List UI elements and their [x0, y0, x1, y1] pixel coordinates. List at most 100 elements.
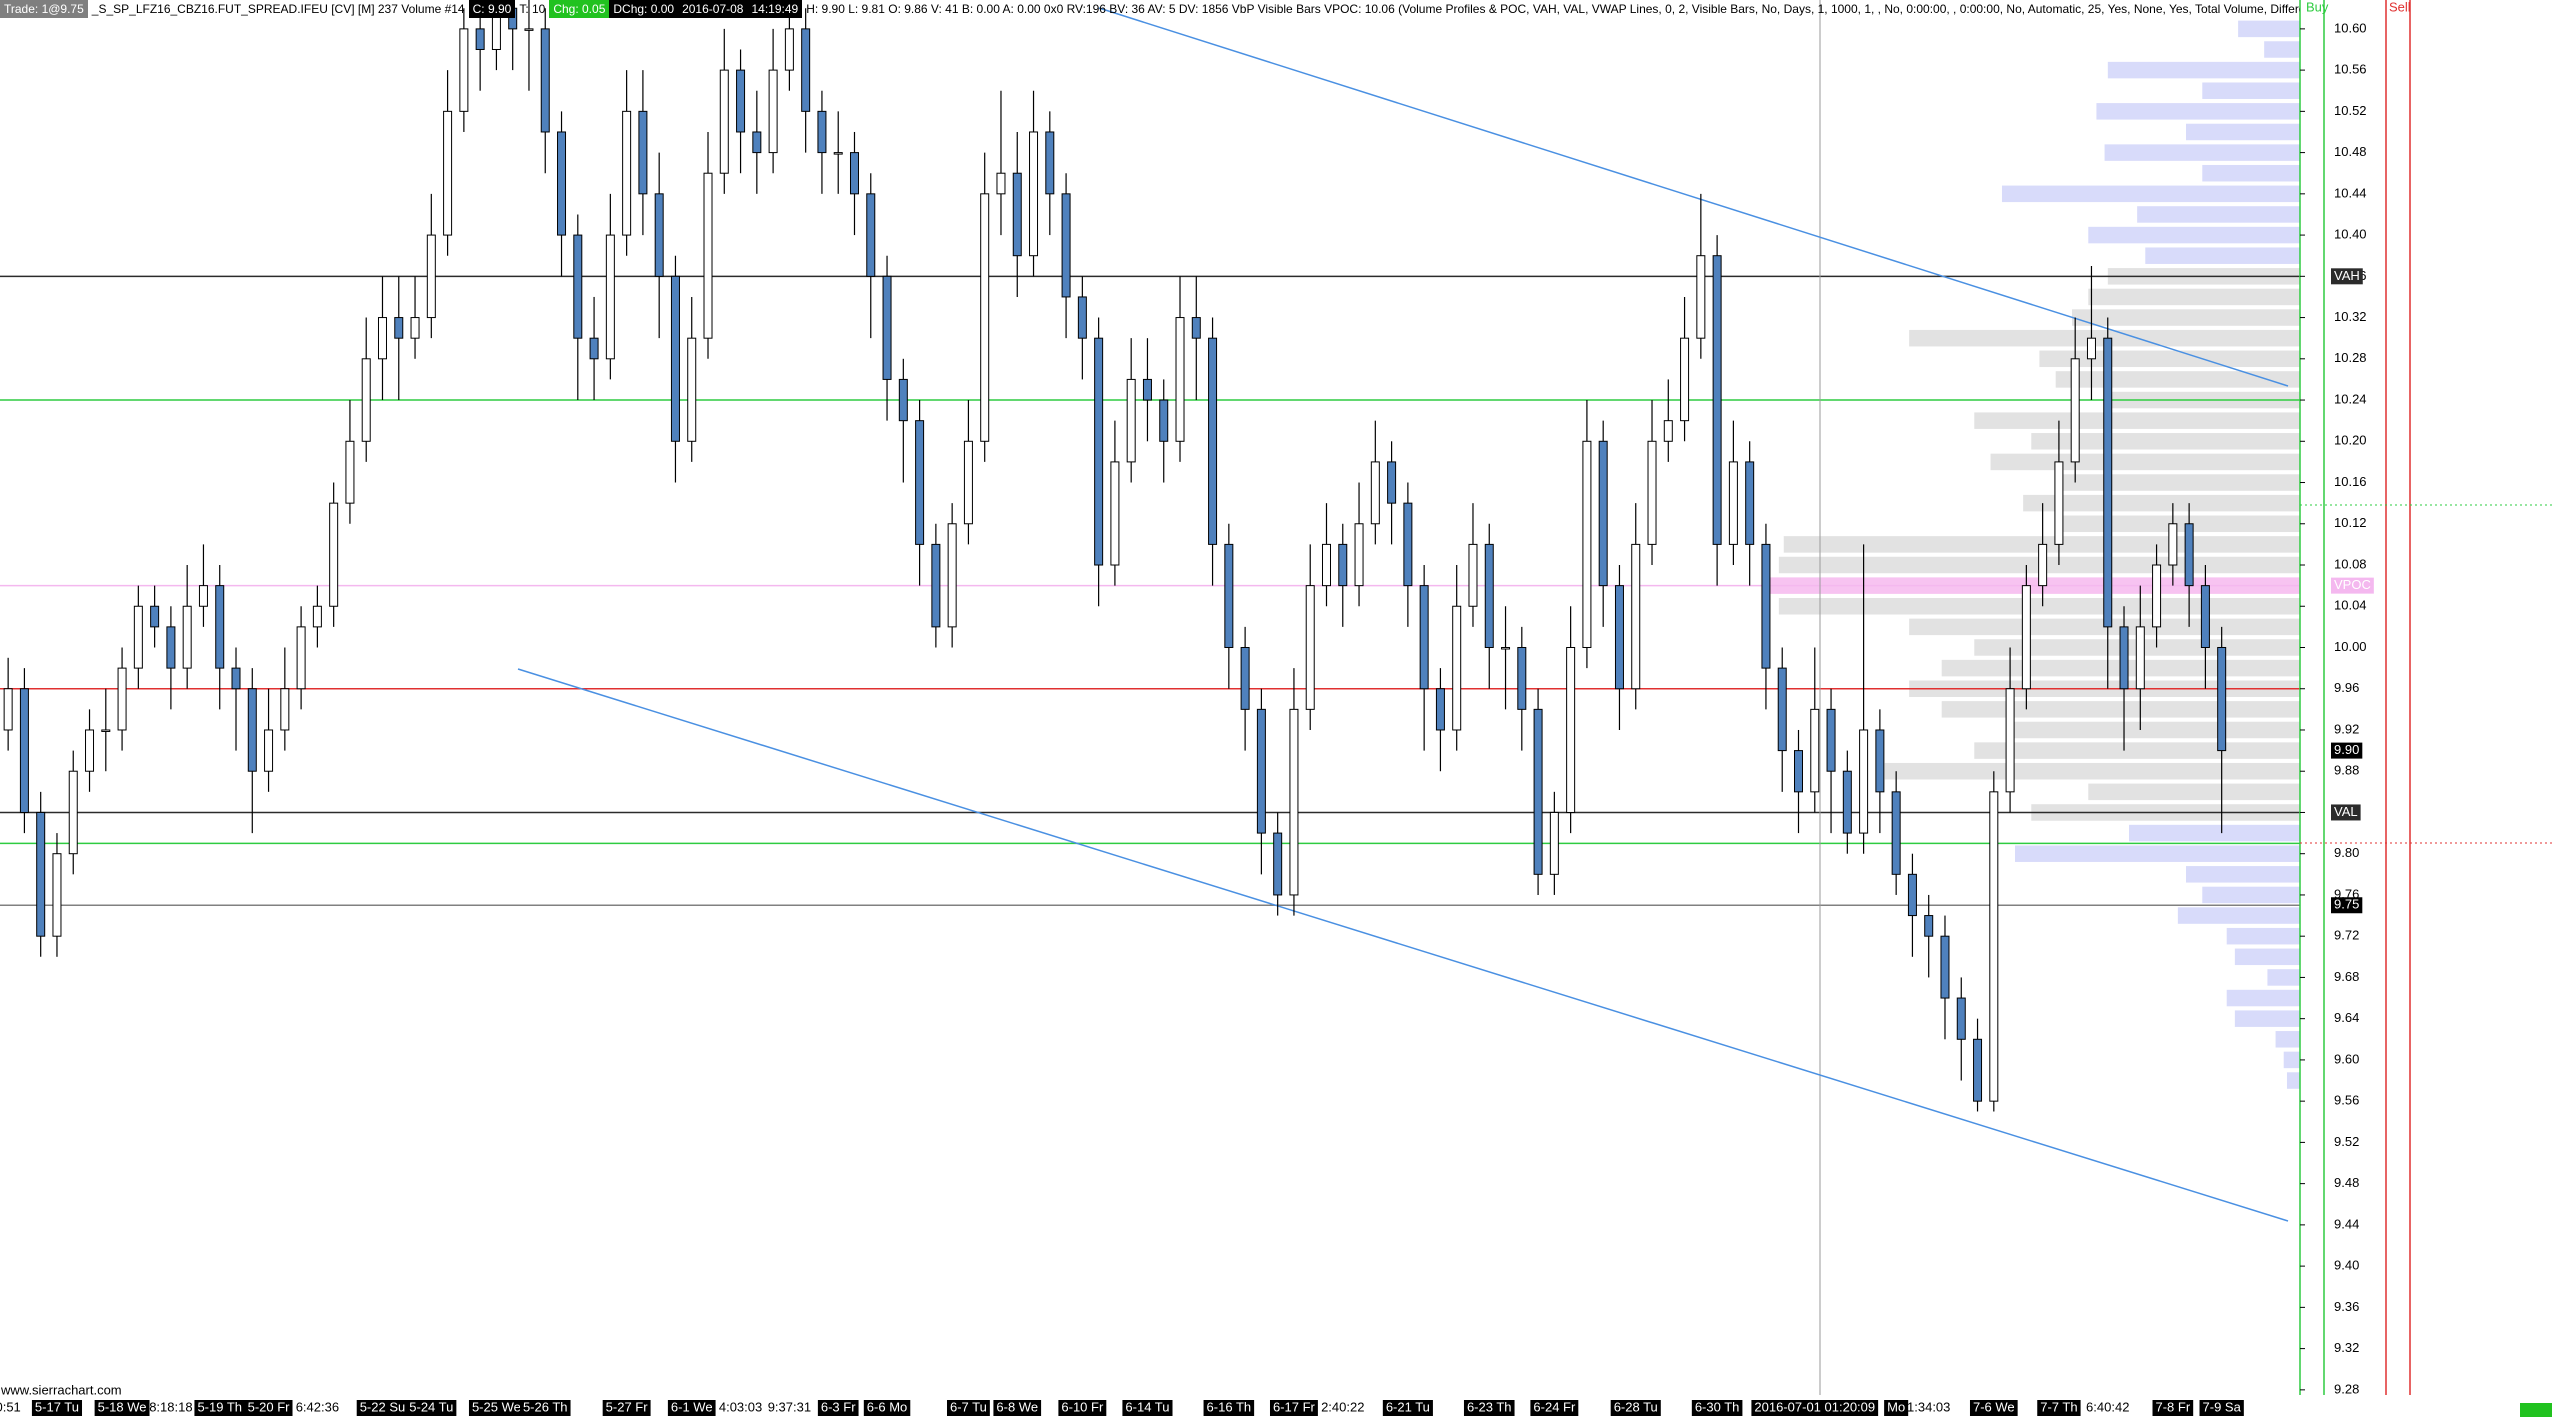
- candle-body: [1891, 791, 1901, 875]
- x-tick-label: 6-14 Tu: [1125, 1399, 1169, 1414]
- profile-bar: [2283, 1051, 2300, 1069]
- profile-bar: [1884, 762, 2300, 780]
- x-tick-label: 5-18 We: [98, 1399, 147, 1414]
- profile-bar: [2096, 103, 2300, 120]
- candle-body: [866, 193, 876, 277]
- profile-bar: [2088, 226, 2300, 244]
- candle-body: [524, 28, 534, 31]
- candle-body: [849, 152, 859, 195]
- candle-body: [1940, 935, 1950, 999]
- x-tick-label-box: [519, 1400, 571, 1416]
- sell-label[interactable]: Sell: [2389, 0, 2411, 14]
- header-item: Chg: 0.05: [549, 0, 610, 18]
- x-tick-label: 5-20 Fr: [248, 1399, 291, 1414]
- price-marker-box: [2331, 897, 2363, 914]
- y-tick-label: 10.20: [2334, 433, 2367, 448]
- x-tick-label-box: [1122, 1400, 1173, 1416]
- candle-body: [670, 275, 680, 442]
- x-tick-label: 6-23 Th: [1467, 1399, 1512, 1414]
- candle-body: [752, 131, 762, 154]
- x-tick-label: 6-8 We: [996, 1399, 1038, 1414]
- x-tick-label-box: [1691, 1400, 1743, 1416]
- y-tick-label: 10.52: [2334, 103, 2367, 118]
- candle-body: [166, 626, 176, 669]
- candles: [3, 0, 2227, 1112]
- profile-bar: [2186, 866, 2300, 883]
- x-tick-label-box: [1058, 1400, 1107, 1416]
- candle-body: [1077, 296, 1087, 339]
- x-tick-label: 2016-07-01 01:20:09: [1754, 1399, 1875, 1414]
- x-tick-label: 6-21 Tu: [1386, 1399, 1430, 1414]
- profile-bar: [1778, 598, 2300, 615]
- x-tick-label: 6-24 Fr: [1533, 1399, 1576, 1414]
- profile-bar: [2006, 721, 2300, 739]
- profile-bar: [2137, 206, 2300, 223]
- candle-body: [2119, 626, 2129, 690]
- profile-bar: [2234, 1010, 2300, 1027]
- candle-body: [1680, 337, 1690, 422]
- candle-body: [2005, 688, 2015, 793]
- candle-body: [1468, 543, 1478, 607]
- candle-body: [736, 69, 746, 133]
- candle-body: [1061, 193, 1071, 298]
- levels: [0, 275, 2300, 907]
- x-tick-label-box: [1884, 1400, 1909, 1416]
- candle-body: [1126, 378, 1136, 463]
- candle-body: [1224, 543, 1234, 648]
- buy-label[interactable]: Buy: [2306, 0, 2329, 14]
- x-tick-label: 0:51: [0, 1399, 21, 1414]
- candle-body: [719, 69, 729, 174]
- level-label: VPOC: [2334, 577, 2371, 592]
- y-tick-label: 10.16: [2334, 474, 2367, 489]
- candle-body: [1484, 543, 1494, 648]
- header-item: H: 9.90 L: 9.81 O: 9.86 V: 41 B: 0.00 A:…: [806, 2, 2300, 16]
- y-tick-label: 9.72: [2334, 928, 2359, 943]
- candle-body: [833, 152, 843, 155]
- x-tick-label: 5-19 Th: [197, 1399, 242, 1414]
- candle-body: [280, 688, 290, 731]
- x-tick-label-box: [1610, 1400, 1661, 1416]
- profile-bar: [2104, 144, 2300, 161]
- candle-body: [1956, 997, 1966, 1040]
- footer: www.sierrachart.com: [0, 1382, 122, 1397]
- candle-body: [557, 131, 567, 236]
- level-label-box: [2331, 577, 2374, 594]
- y-tick-label: 9.56: [2334, 1093, 2359, 1108]
- header-item: T: 10: [519, 2, 546, 16]
- y-tick-label: 9.28: [2334, 1381, 2359, 1396]
- time-axis: 0:51 5-17 Tu 5-18 We8:18:18 5-19 Th 5-20 Fr 6…: [0, 1399, 2244, 1416]
- profile-bar: [2107, 61, 2300, 79]
- candle-body: [85, 729, 95, 772]
- profile-bar: [2226, 989, 2300, 1007]
- x-tick-label-box: [31, 1400, 83, 1416]
- y-tick-label: 10.24: [2334, 391, 2367, 406]
- candle-body: [1566, 646, 1576, 813]
- candle-body: [768, 69, 778, 154]
- volume-profile: [1767, 20, 2300, 1089]
- candle-body: [2070, 358, 2080, 463]
- x-tick-label-box: [863, 1400, 911, 1416]
- candle-body: [1907, 873, 1917, 917]
- candle-body: [345, 440, 355, 504]
- candle-body: [980, 193, 990, 442]
- trend-line: [517, 668, 2289, 1222]
- x-tick-label: 5-26 Th: [523, 1399, 568, 1414]
- candle-body: [1338, 543, 1348, 587]
- profile-bar: [2088, 783, 2300, 801]
- candle-body: [361, 358, 371, 442]
- candle-body: [1826, 708, 1836, 772]
- candle-body: [947, 523, 957, 628]
- x-tick-label-box: [406, 1400, 457, 1416]
- candle-body: [1696, 255, 1706, 339]
- candle-body: [1745, 461, 1755, 545]
- candle-body: [589, 337, 599, 360]
- y-tick-label: 9.60: [2334, 1051, 2359, 1066]
- x-tick-label: 6-17 Fr: [1273, 1399, 1316, 1414]
- candle-body: [1810, 708, 1820, 793]
- candle-body: [882, 275, 892, 380]
- candle-body: [801, 28, 811, 112]
- y-tick-label: 10.08: [2334, 556, 2367, 571]
- candle-body: [1419, 585, 1429, 690]
- x-tick-label: 6-28 Tu: [1614, 1399, 1658, 1414]
